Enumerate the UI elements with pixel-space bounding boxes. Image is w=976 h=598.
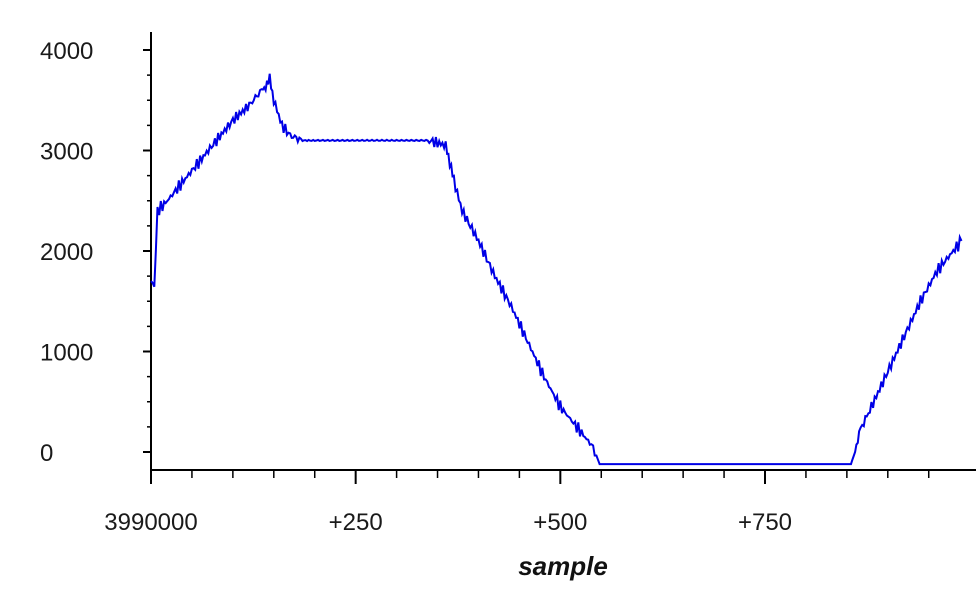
x-axis-title: sample — [518, 551, 608, 581]
x-tick-label: 3990000 — [104, 509, 197, 536]
series-line — [150, 73, 963, 466]
y-tick-label: 2000 — [40, 239, 93, 266]
x-axis-ticks: 3990000 +250 +500 +750 — [104, 470, 930, 536]
y-tick-label: 0 — [40, 440, 53, 467]
y-axis-ticks: 0 1000 2000 3000 4000 — [40, 38, 151, 467]
x-tick-label: +250 — [329, 509, 383, 536]
y-tick-label: 3000 — [40, 139, 93, 166]
x-tick-label: +750 — [738, 509, 792, 536]
y-tick-label: 4000 — [40, 38, 93, 65]
x-tick-label: +500 — [533, 509, 587, 536]
y-tick-label: 1000 — [40, 340, 93, 367]
